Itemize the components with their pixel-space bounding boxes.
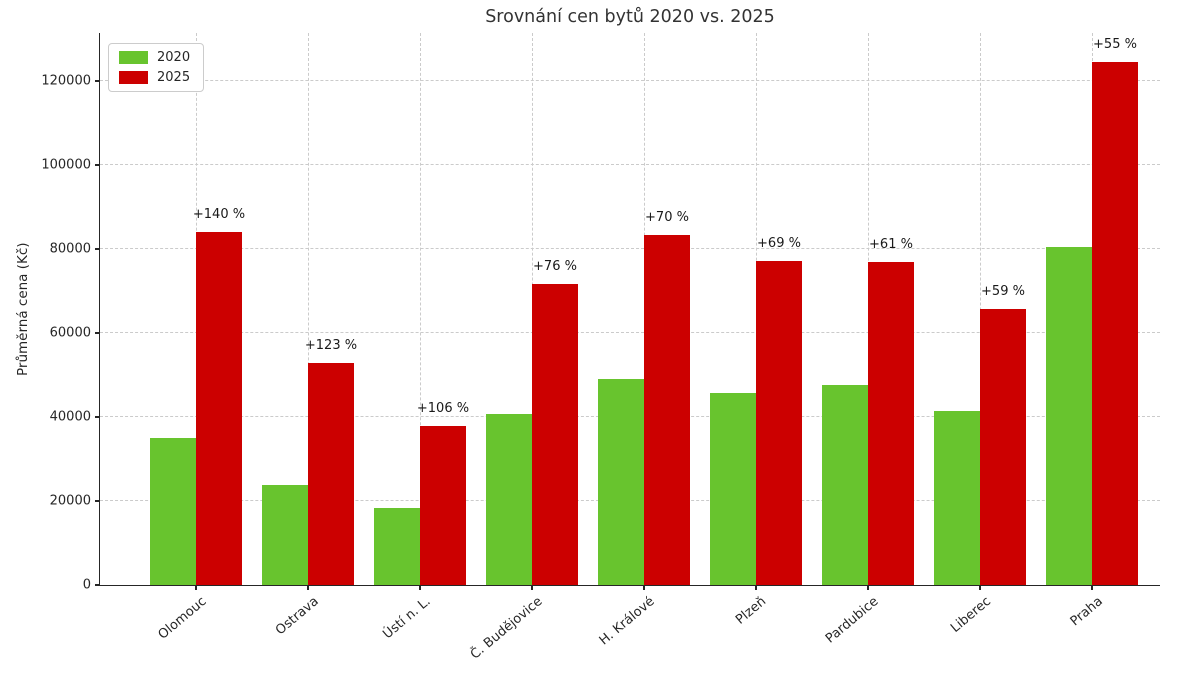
legend-swatch-2025 — [119, 71, 148, 84]
x-tick-label: Ostrava — [272, 594, 322, 639]
x-axis-spine — [99, 584, 1160, 586]
legend: 2020 2025 — [108, 43, 205, 92]
x-tick-mark — [643, 585, 645, 590]
x-tick-mark — [419, 585, 421, 590]
y-tick-mark — [95, 164, 100, 166]
x-gridline — [308, 33, 309, 585]
bar-2020-praha — [1046, 247, 1092, 585]
y-axis-label: Průměrná cena (Kč) — [15, 242, 31, 376]
legend-item-2020: 2020 — [119, 51, 190, 64]
legend-swatch-2020 — [119, 51, 148, 64]
percent-label: +69 % — [757, 235, 801, 251]
bar-2020--bud-jovice — [486, 413, 532, 585]
bar-group-olomouc — [150, 232, 242, 585]
x-tick-mark — [979, 585, 981, 590]
x-gridline — [420, 33, 421, 585]
bar-2025-pardubice — [868, 262, 914, 585]
y-tick-label: 0 — [82, 577, 91, 593]
bar-2020--st-n-l- — [374, 507, 420, 585]
bar-2020-ostrava — [262, 485, 308, 585]
bar-2020-olomouc — [150, 437, 196, 585]
y-tick-label: 40000 — [49, 409, 91, 425]
x-tick-mark — [531, 585, 533, 590]
y-tick-label: 80000 — [49, 241, 91, 257]
bar-2025-praha — [1092, 62, 1138, 585]
bar-2025--bud-jovice — [532, 283, 578, 585]
percent-label: +140 % — [192, 207, 246, 223]
axis-layer: 0 20000 40000 60000 80000 100000 120000 Olomouc… — [41, 33, 1160, 663]
x-tick-label: Praha — [1067, 594, 1106, 630]
bar-2020-pardubice — [822, 384, 868, 585]
bar-group-praha — [1046, 62, 1138, 585]
x-tick-mark — [755, 585, 757, 590]
x-tick-label: Ústí n. L. — [380, 594, 434, 643]
bar-group--bud-jovice — [486, 283, 578, 585]
x-tick-mark — [1091, 585, 1093, 590]
bars-layer — [100, 33, 1160, 585]
bar-2020-liberec — [934, 411, 980, 585]
bar-2025-olomouc — [196, 232, 242, 585]
bar-2025-ostrava — [308, 362, 354, 585]
y-tick-mark — [95, 332, 100, 334]
y-tick-label: 100000 — [41, 157, 91, 173]
bar-group-h-kr-lov- — [598, 235, 690, 585]
x-tick-mark — [195, 585, 197, 590]
y-tick-mark — [95, 248, 100, 250]
y-gridline — [100, 163, 1160, 165]
legend-label: 2025 — [157, 70, 191, 85]
bar-group-ostrava — [262, 362, 354, 585]
percent-label: +61 % — [869, 237, 913, 253]
y-axis-spine — [99, 33, 101, 585]
bar-2025--st-n-l- — [420, 425, 466, 585]
percent-label: +70 % — [645, 210, 689, 226]
x-tick-label: Č. Budějovice — [468, 594, 546, 663]
x-tick-label: H. Králové — [596, 594, 658, 649]
y-tick-label: 120000 — [41, 73, 91, 89]
percent-label: +55 % — [1093, 37, 1137, 52]
percent-label: +106 % — [416, 400, 470, 416]
y-tick-label: 20000 — [49, 493, 91, 509]
x-tick-label: Olomouc — [155, 594, 210, 643]
y-tick-mark — [95, 416, 100, 418]
y-gridline — [100, 331, 1160, 333]
percent-label: +76 % — [533, 258, 577, 274]
x-tick-label: Pardubice — [823, 594, 882, 647]
bar-2025-h-kr-lov- — [644, 235, 690, 585]
x-tick-label: Liberec — [947, 594, 994, 636]
bar-group-plze- — [710, 260, 802, 585]
y-tick-mark — [95, 584, 100, 586]
x-tick-mark — [307, 585, 309, 590]
bar-2020-h-kr-lov- — [598, 379, 644, 585]
bar-group--st-n-l- — [374, 425, 466, 585]
y-tick-mark — [95, 500, 100, 502]
bar-2025-plze- — [756, 260, 802, 585]
bar-2020-plze- — [710, 393, 756, 585]
bar-group-pardubice — [822, 262, 914, 585]
y-tick-mark — [95, 80, 100, 82]
y-gridline — [100, 79, 1160, 81]
bar-group-liberec — [934, 308, 1026, 585]
percent-label: +123 % — [304, 337, 358, 353]
bar-2025-liberec — [980, 308, 1026, 585]
legend-item-2025: 2025 — [119, 71, 190, 84]
x-tick-label: Plzeň — [733, 594, 770, 628]
plot-area: Průměrná cena (Kč) 0 20000 40000 60000 80000… — [15, 33, 1160, 663]
y-tick-label: 60000 — [49, 325, 91, 341]
x-tick-mark — [867, 585, 869, 590]
y-gridline — [100, 247, 1160, 249]
chart-title: Srovnání cen bytů 2020 vs. 2025 — [485, 7, 775, 27]
legend-label: 2020 — [157, 50, 191, 65]
annotation-layer: +140 % +123 % +106 % +76 % +70 % +69 % +61 % +5… — [100, 33, 1160, 585]
percent-label: +59 % — [981, 283, 1025, 299]
